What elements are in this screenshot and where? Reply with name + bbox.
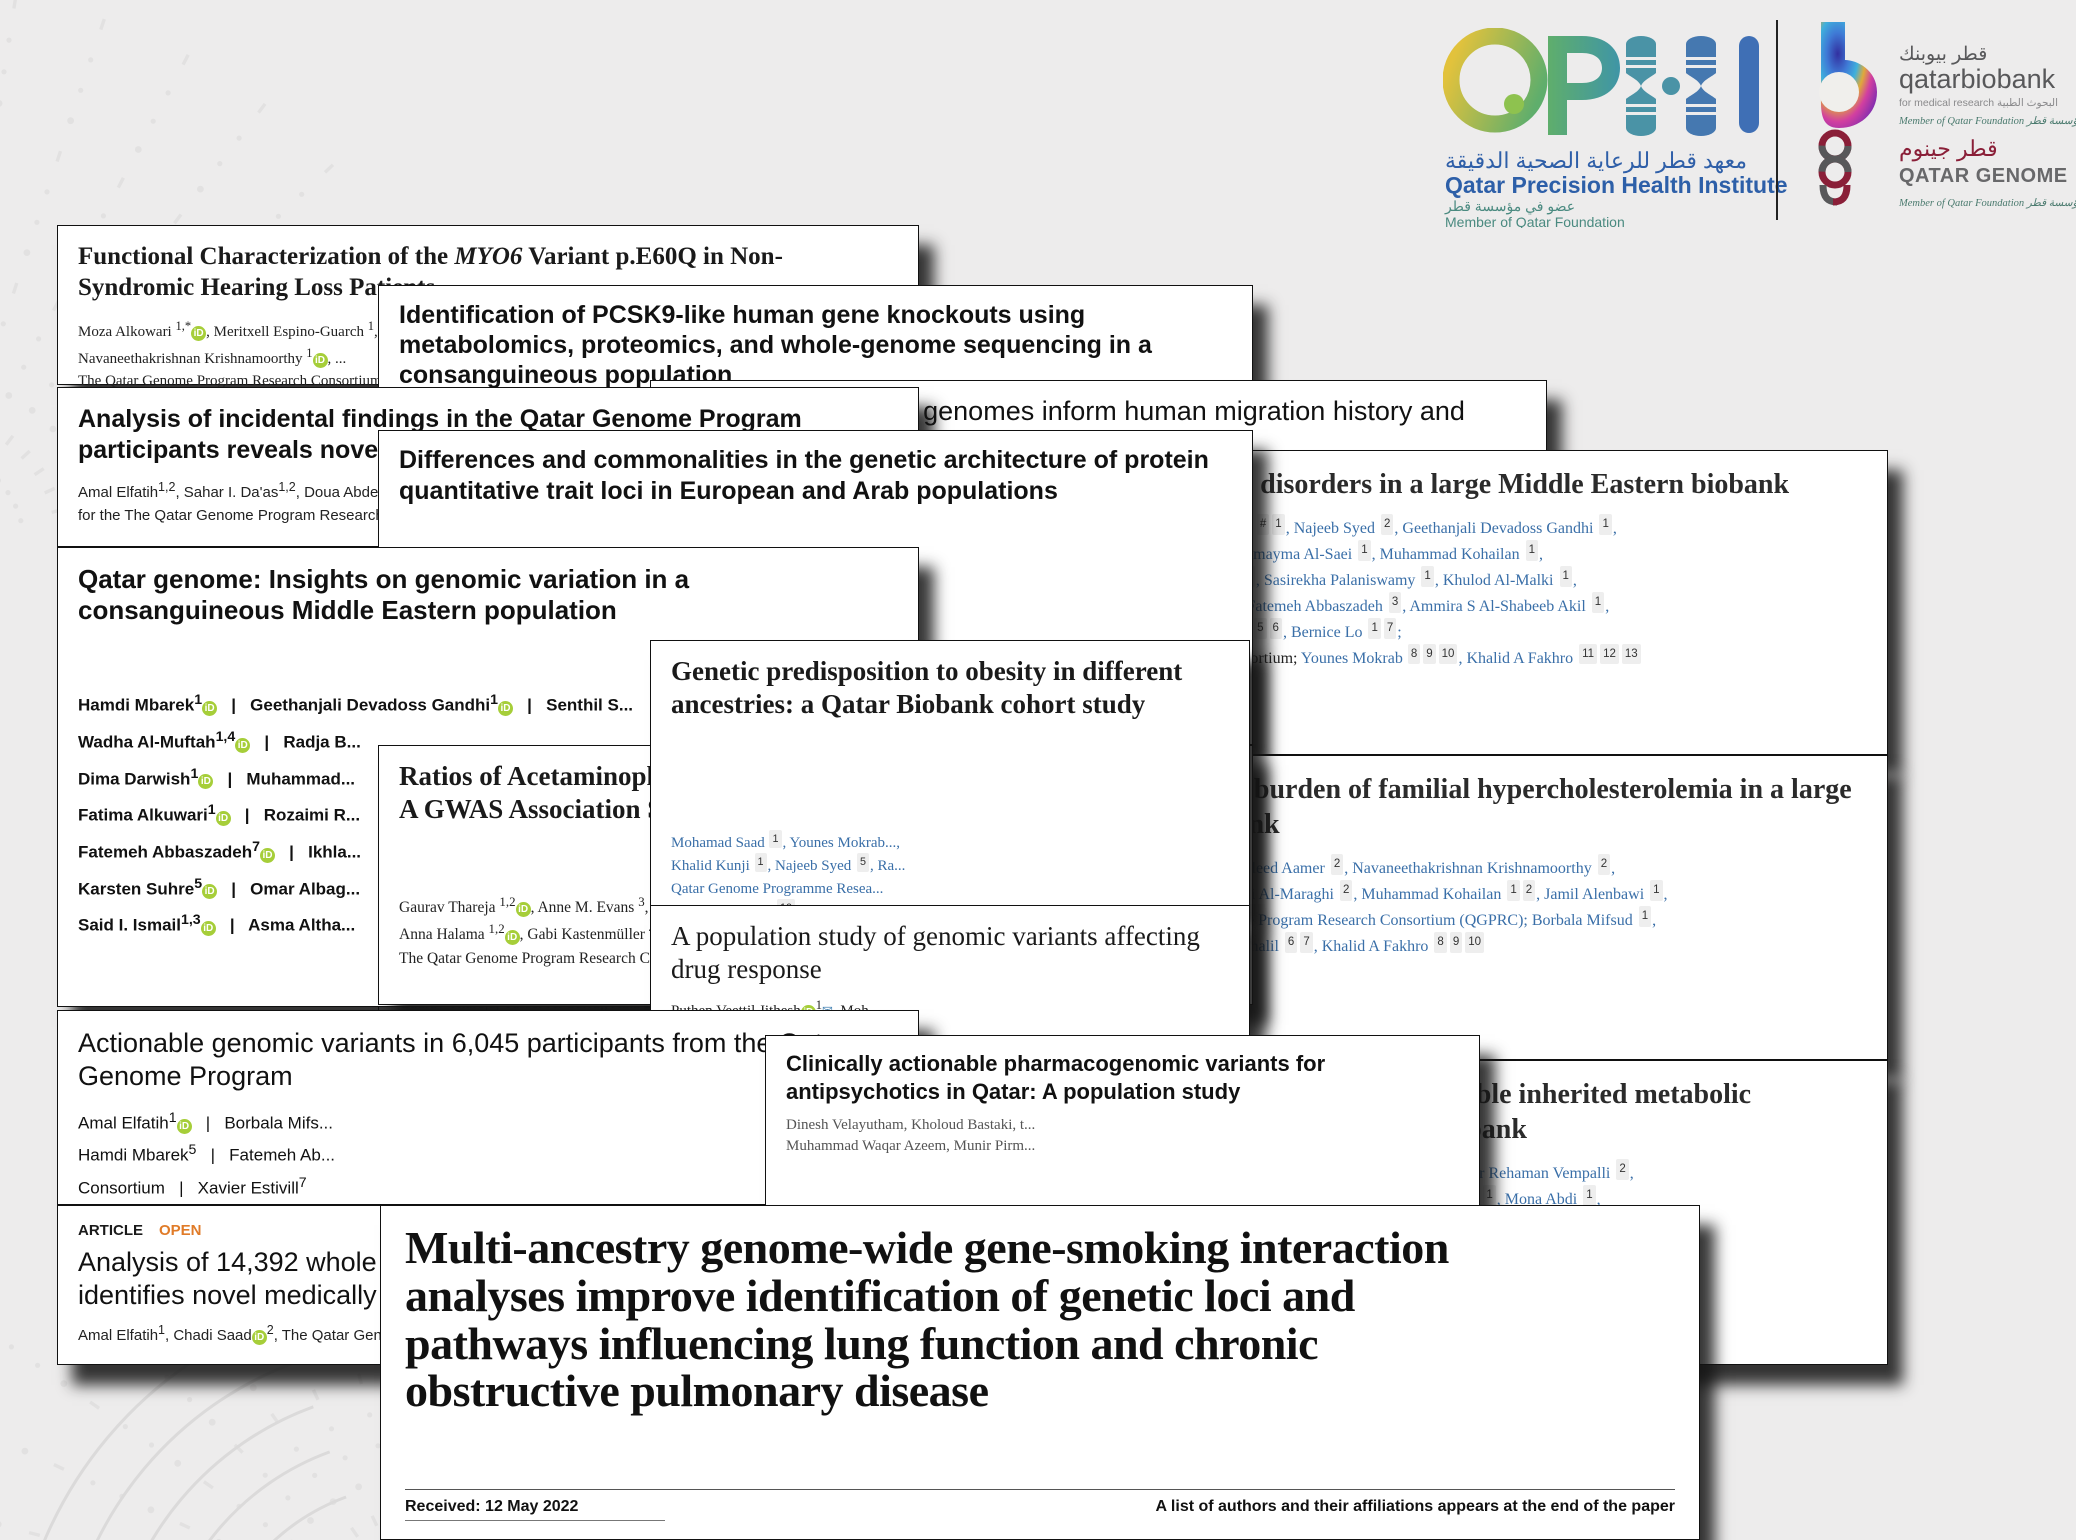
svg-text:قطر بيوبنك: قطر بيوبنك <box>1899 44 1987 65</box>
svg-text:قطر جينوم: قطر جينوم <box>1899 136 1998 162</box>
svg-text:Member of Qatar Foundation عضو: Member of Qatar Foundation عضو مؤسسة قطر <box>1898 198 2076 209</box>
svg-text:for medical research البحوث ال: for medical research البحوث الطبية <box>1899 97 2058 109</box>
svg-text:عضو في مؤسسة قطر: عضو في مؤسسة قطر <box>1444 198 1575 215</box>
svg-text:qatarbiobank: qatarbiobank <box>1899 64 2056 94</box>
svg-text:Member of Qatar Foundation: Member of Qatar Foundation <box>1445 214 1625 228</box>
svg-text:Member of Qatar Foundation عضو: Member of Qatar Foundation عضو مؤسسة قطر <box>1898 116 2076 127</box>
svg-text:QATAR GENOME: QATAR GENOME <box>1899 165 2068 187</box>
svg-text:معهد قطر للرعاية الصحية الدقيق: معهد قطر للرعاية الصحية الدقيقة <box>1445 148 1747 174</box>
svg-text:Qatar Precision Health Institu: Qatar Precision Health Institute <box>1445 172 1788 198</box>
